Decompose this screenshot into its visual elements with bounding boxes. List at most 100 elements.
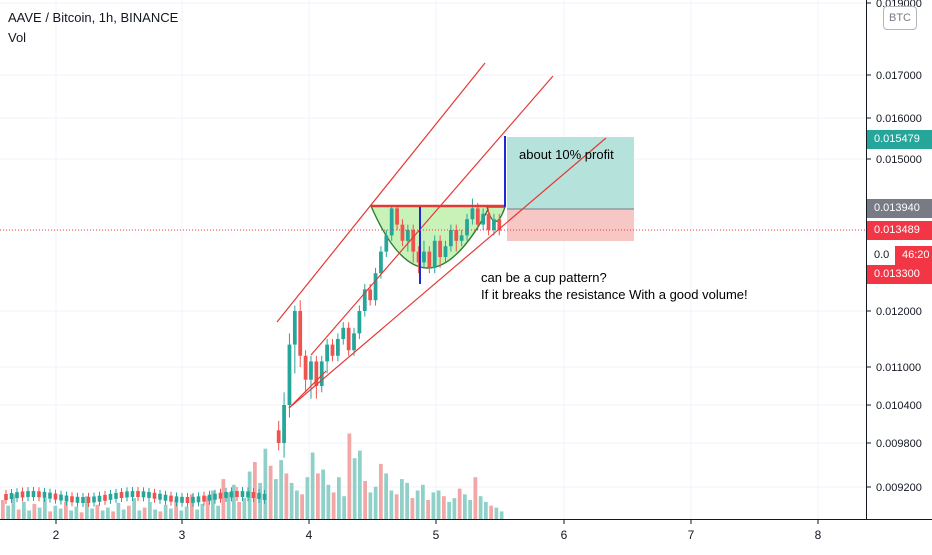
candle-body [103,494,107,501]
volume-bar [242,498,247,519]
profit-zone [507,137,634,209]
volume-bar [368,492,373,519]
candle-body [246,491,250,498]
candle-body [218,492,223,499]
candle-body [459,235,464,241]
candle-body [368,289,373,301]
candle-body [20,491,25,498]
volume-bar [352,458,357,519]
volume-bar [48,511,52,519]
currency-badge[interactable]: BTC [883,6,917,30]
volume-bar [221,479,226,519]
candle-body [346,327,351,351]
candle-body [465,219,469,236]
price-tick-label: 0.017000 [876,70,922,82]
volume-bar [253,462,257,519]
candle-body [298,311,303,356]
volume-bar [121,509,126,519]
volume-bar [11,494,16,519]
volume-bar [205,496,210,519]
candle-body [207,494,212,501]
candle-body [174,496,179,503]
volume-bars [1,433,504,519]
volume-bar [389,490,394,519]
volume-bar [415,490,420,519]
volume-bar [58,508,63,519]
time-tick-label: 4 [306,528,313,542]
candle-body [141,491,146,498]
candle-body [158,493,162,500]
candle-body [292,311,297,345]
candle-body [276,430,281,443]
volume-bar [226,492,231,519]
volume-bar [342,496,346,519]
candle-body [405,230,410,241]
volume-bar [347,433,352,519]
volume-bar [153,509,157,519]
candle-body [362,289,367,311]
volume-bar [64,501,68,519]
volume-bar [6,505,10,519]
volume-bar [473,477,478,519]
symbol-title[interactable]: AAVE / Bitcoin, 1h, BINANCE [8,10,179,25]
candle-body [481,213,486,225]
candle-body [497,219,502,231]
volume-bar [394,494,399,519]
candle-body [213,493,217,500]
candle-body [395,208,399,225]
time-tick-label: 2 [53,528,60,542]
volume-bar [463,494,467,519]
partial-price-label: 0.0 [867,246,897,265]
volume-bar [358,450,362,519]
time-axis[interactable]: 2 3 4 5 6 7 8 [53,519,822,542]
volume-bar [169,508,173,519]
volume-bar [127,505,131,519]
candle-body [180,496,184,503]
candle-body [309,361,313,380]
candle-body [92,496,96,503]
candle-body [163,494,168,501]
candle-body [379,251,383,274]
target-price-tag: 0.015479 [867,130,932,149]
candle-body [257,492,261,499]
candle-body [492,219,496,230]
volume-bar [300,494,304,519]
volume-bar [316,473,320,519]
volume-indicator-label[interactable]: Vol [8,30,27,45]
candle-body [443,246,448,257]
candle-body [114,492,118,499]
price-tick-label: 0.016000 [876,113,922,125]
candle-body [26,491,30,498]
candle-body [438,240,443,257]
price-scale[interactable]: 0.019000 0.017000 0.016000 0.015000 0.012000… [866,0,922,494]
chart-header: AAVE / Bitcoin, 1h, BINANCE Vol [8,10,178,45]
candle-body [119,492,124,499]
candle-body [42,491,47,498]
volume-bar [499,511,504,519]
volume-bar [326,484,331,519]
time-tick-label: 8 [815,528,822,542]
candle-body [152,492,157,499]
candle-body [202,495,206,502]
volume-bar [478,496,483,519]
candle-body [470,208,475,220]
candle-body [335,339,340,356]
volume-bar [232,484,236,519]
volume-bar [447,501,451,519]
candle-body [9,493,14,500]
candle-body [262,493,267,500]
volume-bar [43,498,47,519]
volume-bar [237,501,241,519]
volume-bar [79,512,84,519]
candle-body [48,492,52,499]
candle-body [422,251,426,263]
candle-body [475,208,480,225]
volume-bar [452,498,457,519]
volume-bar [284,473,289,519]
loss-zone [507,209,634,241]
candle-body [411,230,416,252]
volume-bar [305,477,310,519]
candle-body [486,213,491,230]
